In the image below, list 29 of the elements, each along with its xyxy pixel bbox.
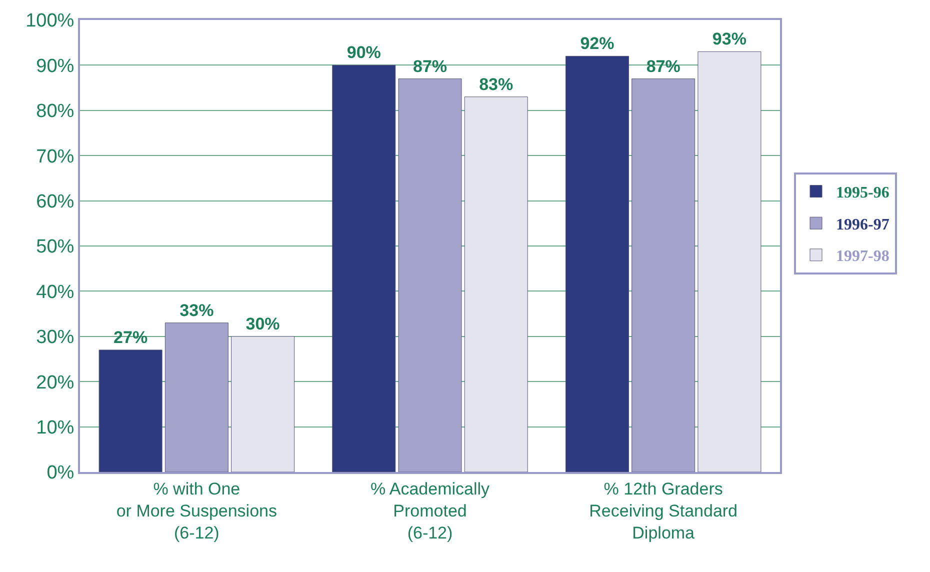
x-tick-label: % Academically Promoted (6-12) (370, 479, 490, 543)
bar (332, 64, 396, 472)
bar (464, 96, 528, 472)
data-label: 83% (479, 74, 514, 94)
bar (231, 336, 295, 472)
data-label: 30% (246, 314, 280, 334)
x-tick-label: % with One or More Suspensions (6-12) (116, 479, 277, 543)
data-label: 90% (346, 43, 381, 62)
y-tick-label: 20% (36, 372, 74, 394)
data-label: 92% (580, 34, 614, 54)
y-tick-label: 100% (26, 10, 74, 32)
data-label: 33% (180, 300, 214, 320)
bar (98, 350, 162, 472)
x-tick-label: % 12th Graders Receiving Standard Diploma (589, 479, 738, 543)
legend-label: 1995-96 (836, 184, 890, 202)
y-tick-label: 30% (36, 327, 74, 348)
bar (698, 51, 762, 472)
y-tick-label: 60% (36, 191, 74, 212)
y-tick-label: 50% (36, 236, 74, 258)
y-tick-label: 90% (36, 56, 74, 77)
y-tick-label: 0% (46, 462, 74, 484)
y-tick-label: 40% (36, 282, 74, 303)
legend-label: 1997-98 (836, 248, 890, 266)
legend-label: 1996-97 (836, 216, 890, 234)
y-tick-label: 70% (36, 146, 74, 168)
bar (565, 56, 629, 472)
y-tick-label: 10% (36, 417, 74, 438)
data-label: 93% (712, 30, 746, 49)
y-tick-label: 80% (36, 101, 74, 122)
